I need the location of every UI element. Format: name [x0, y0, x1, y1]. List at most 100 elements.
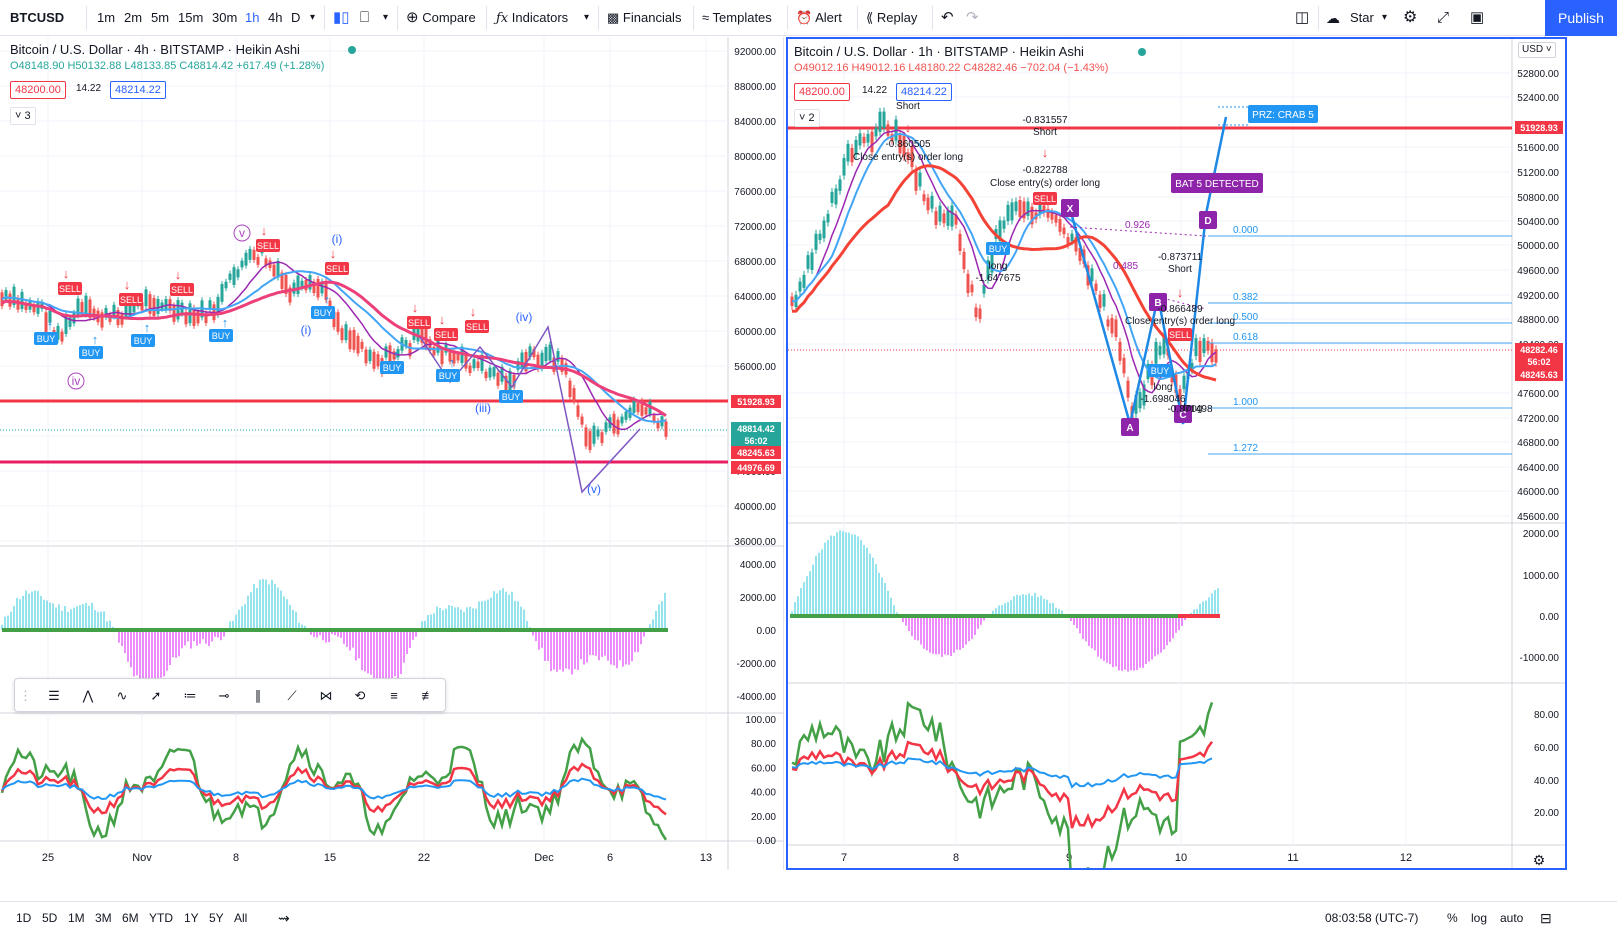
camera-icon[interactable]: ▣: [1470, 9, 1485, 26]
range-5y[interactable]: 5Y: [209, 911, 224, 925]
ray-icon[interactable]: ⊸: [218, 688, 230, 703]
candle-body: [1070, 233, 1074, 242]
publish-button[interactable]: Publish: [1545, 0, 1617, 36]
vertical-lines-icon[interactable]: ∥: [254, 688, 262, 703]
price-axis-label: 60000.00: [734, 327, 776, 338]
candle-body: [1054, 215, 1058, 223]
log-toggle[interactable]: log: [1471, 911, 1488, 925]
cloud-icon[interactable]: ☁: [1326, 10, 1340, 26]
range-6m[interactable]: 6M: [122, 911, 139, 925]
financials-label: Financials: [622, 10, 682, 25]
candle-body: [1170, 375, 1174, 383]
left-indicators-toggle[interactable]: ˅ 3: [10, 107, 36, 125]
horizontal-lines-icon[interactable]: ☰: [48, 688, 60, 703]
symbol-search[interactable]: BTCUSD: [10, 10, 65, 25]
sell-signal-box: [58, 282, 82, 295]
left-ask-button[interactable]: 48214.22: [110, 81, 166, 99]
price-axis-label: 88000.00: [734, 82, 776, 93]
time-axis-label: Dec: [534, 852, 554, 864]
drag-handle-icon[interactable]: ⋮: [19, 688, 32, 703]
candle-body: [556, 351, 560, 362]
rsi-red-line: [791, 740, 1214, 830]
indicators-dropdown-icon[interactable]: ▾: [584, 12, 590, 23]
right-bid-button[interactable]: 48200.00: [794, 83, 850, 101]
line-tool-icon[interactable]: ⟋: [287, 688, 297, 703]
clock-time[interactable]: 08:03:58 (UTC-7): [1325, 911, 1419, 925]
candle-body: [596, 429, 600, 437]
sell-signal-box: [1033, 192, 1057, 205]
financials-button[interactable]: ▩ Financials: [607, 0, 681, 36]
layout-split-icon[interactable]: ◫: [1295, 9, 1310, 26]
separator: [86, 6, 87, 30]
right-chart-canvas[interactable]: 52800.00 52400.00 51600.00 51200.00 50800.00…: [788, 39, 1565, 868]
range-1d[interactable]: 1D: [16, 911, 32, 925]
interval-d[interactable]: D: [291, 10, 301, 25]
price-tag-box: [731, 422, 781, 435]
parallel-channel-icon[interactable]: ≔: [183, 688, 197, 703]
right-chart-pane[interactable]: 52800.00 52400.00 51600.00 51200.00 50800.00…: [786, 37, 1567, 870]
go-to-date-icon[interactable]: ⇝: [278, 910, 290, 926]
candle-body: [464, 354, 468, 369]
auto-toggle[interactable]: auto: [1500, 911, 1524, 925]
interval-1h[interactable]: 1h: [245, 10, 260, 25]
price-axis-label: 40000.00: [734, 502, 776, 513]
percent-toggle[interactable]: %: [1447, 911, 1458, 925]
xabcd-pattern-icon[interactable]: ⋈: [319, 688, 333, 703]
candle-body: [624, 411, 628, 420]
range-all[interactable]: All: [234, 911, 248, 925]
indicators-button[interactable]: ƒx Indicators: [496, 0, 568, 36]
candle-body: [164, 299, 168, 311]
abcd-pattern-icon[interactable]: ⋀: [82, 688, 94, 703]
buy-signal-box: [79, 346, 103, 359]
undo-icon[interactable]: ↶: [941, 9, 954, 26]
sell-arrow-icon: ↓: [412, 300, 419, 315]
range-1y[interactable]: 1Y: [184, 911, 199, 925]
pattern-point-label: D: [1204, 216, 1211, 227]
left-chart-canvas[interactable]: 92000.0088000.0084000.0080000.0076000.00…: [0, 37, 784, 870]
interval-5m[interactable]: 5m: [151, 10, 170, 25]
alert-button[interactable]: ⏰ Alert: [796, 0, 842, 36]
interval-30m[interactable]: 30m: [212, 10, 238, 25]
elliott-wave-icon[interactable]: ∿: [116, 688, 128, 703]
layout-name-button[interactable]: Star: [1350, 10, 1374, 25]
range-5d[interactable]: 5D: [42, 911, 58, 925]
candle-body: [8, 293, 12, 307]
buy-signal-label: BUY: [134, 336, 153, 346]
interval-4h[interactable]: 4h: [268, 10, 283, 25]
fullscreen-icon[interactable]: ⤢: [1437, 9, 1450, 26]
chart-style-dropdown-icon[interactable]: ▾: [383, 12, 389, 23]
templates-button[interactable]: ≈ Templates: [702, 0, 772, 36]
layout-dropdown-icon[interactable]: ▾: [1382, 12, 1388, 23]
right-indicators-toggle[interactable]: ˅ 2: [794, 109, 820, 127]
wave-label: (iv): [516, 310, 533, 324]
candle-style-icon[interactable]: ⎕: [360, 9, 370, 26]
interval-15m[interactable]: 15m: [178, 10, 204, 25]
settings-gear-icon[interactable]: ⚙: [1403, 9, 1418, 26]
interval-1m[interactable]: 1m: [97, 10, 116, 25]
candle-body: [488, 367, 492, 378]
price-tag-box: [1515, 343, 1563, 356]
price-tag-label: 48245.63: [1520, 370, 1558, 380]
interval-2m[interactable]: 2m: [124, 10, 143, 25]
pattern-point-box: [1199, 211, 1217, 229]
interval-dropdown-icon[interactable]: ▾: [310, 12, 316, 23]
left-chart-pane[interactable]: 92000.00 88000.00 84000.00 80000.00 76000.00…: [0, 37, 784, 870]
long-position-icon[interactable]: ≢: [421, 688, 435, 703]
range-3m[interactable]: 3M: [95, 911, 112, 925]
compare-button[interactable]: ⊕ Compare: [406, 0, 476, 36]
trend-line-icon[interactable]: ➚: [150, 688, 162, 703]
collapse-icon[interactable]: ⊟: [1540, 910, 1552, 926]
right-ask-button[interactable]: 48214.22: [896, 83, 952, 101]
currency-selector[interactable]: USD ˅: [1518, 42, 1556, 58]
left-bid-button[interactable]: 48200.00: [10, 81, 66, 99]
redo-icon[interactable]: ↷: [966, 9, 979, 26]
fib-spiral-icon[interactable]: ⟲: [354, 688, 366, 703]
candle-body: [156, 298, 160, 314]
bar-style-icon[interactable]: ▮▯: [333, 9, 350, 26]
buy-signal-label: BUY: [314, 308, 333, 318]
range-ytd[interactable]: YTD: [149, 911, 173, 925]
range-1m[interactable]: 1M: [68, 911, 85, 925]
buy-arrow-icon: ↑: [449, 355, 456, 370]
position-tool-icon[interactable]: ≡: [390, 688, 398, 703]
replay-button[interactable]: ⟪ Replay: [866, 0, 917, 36]
